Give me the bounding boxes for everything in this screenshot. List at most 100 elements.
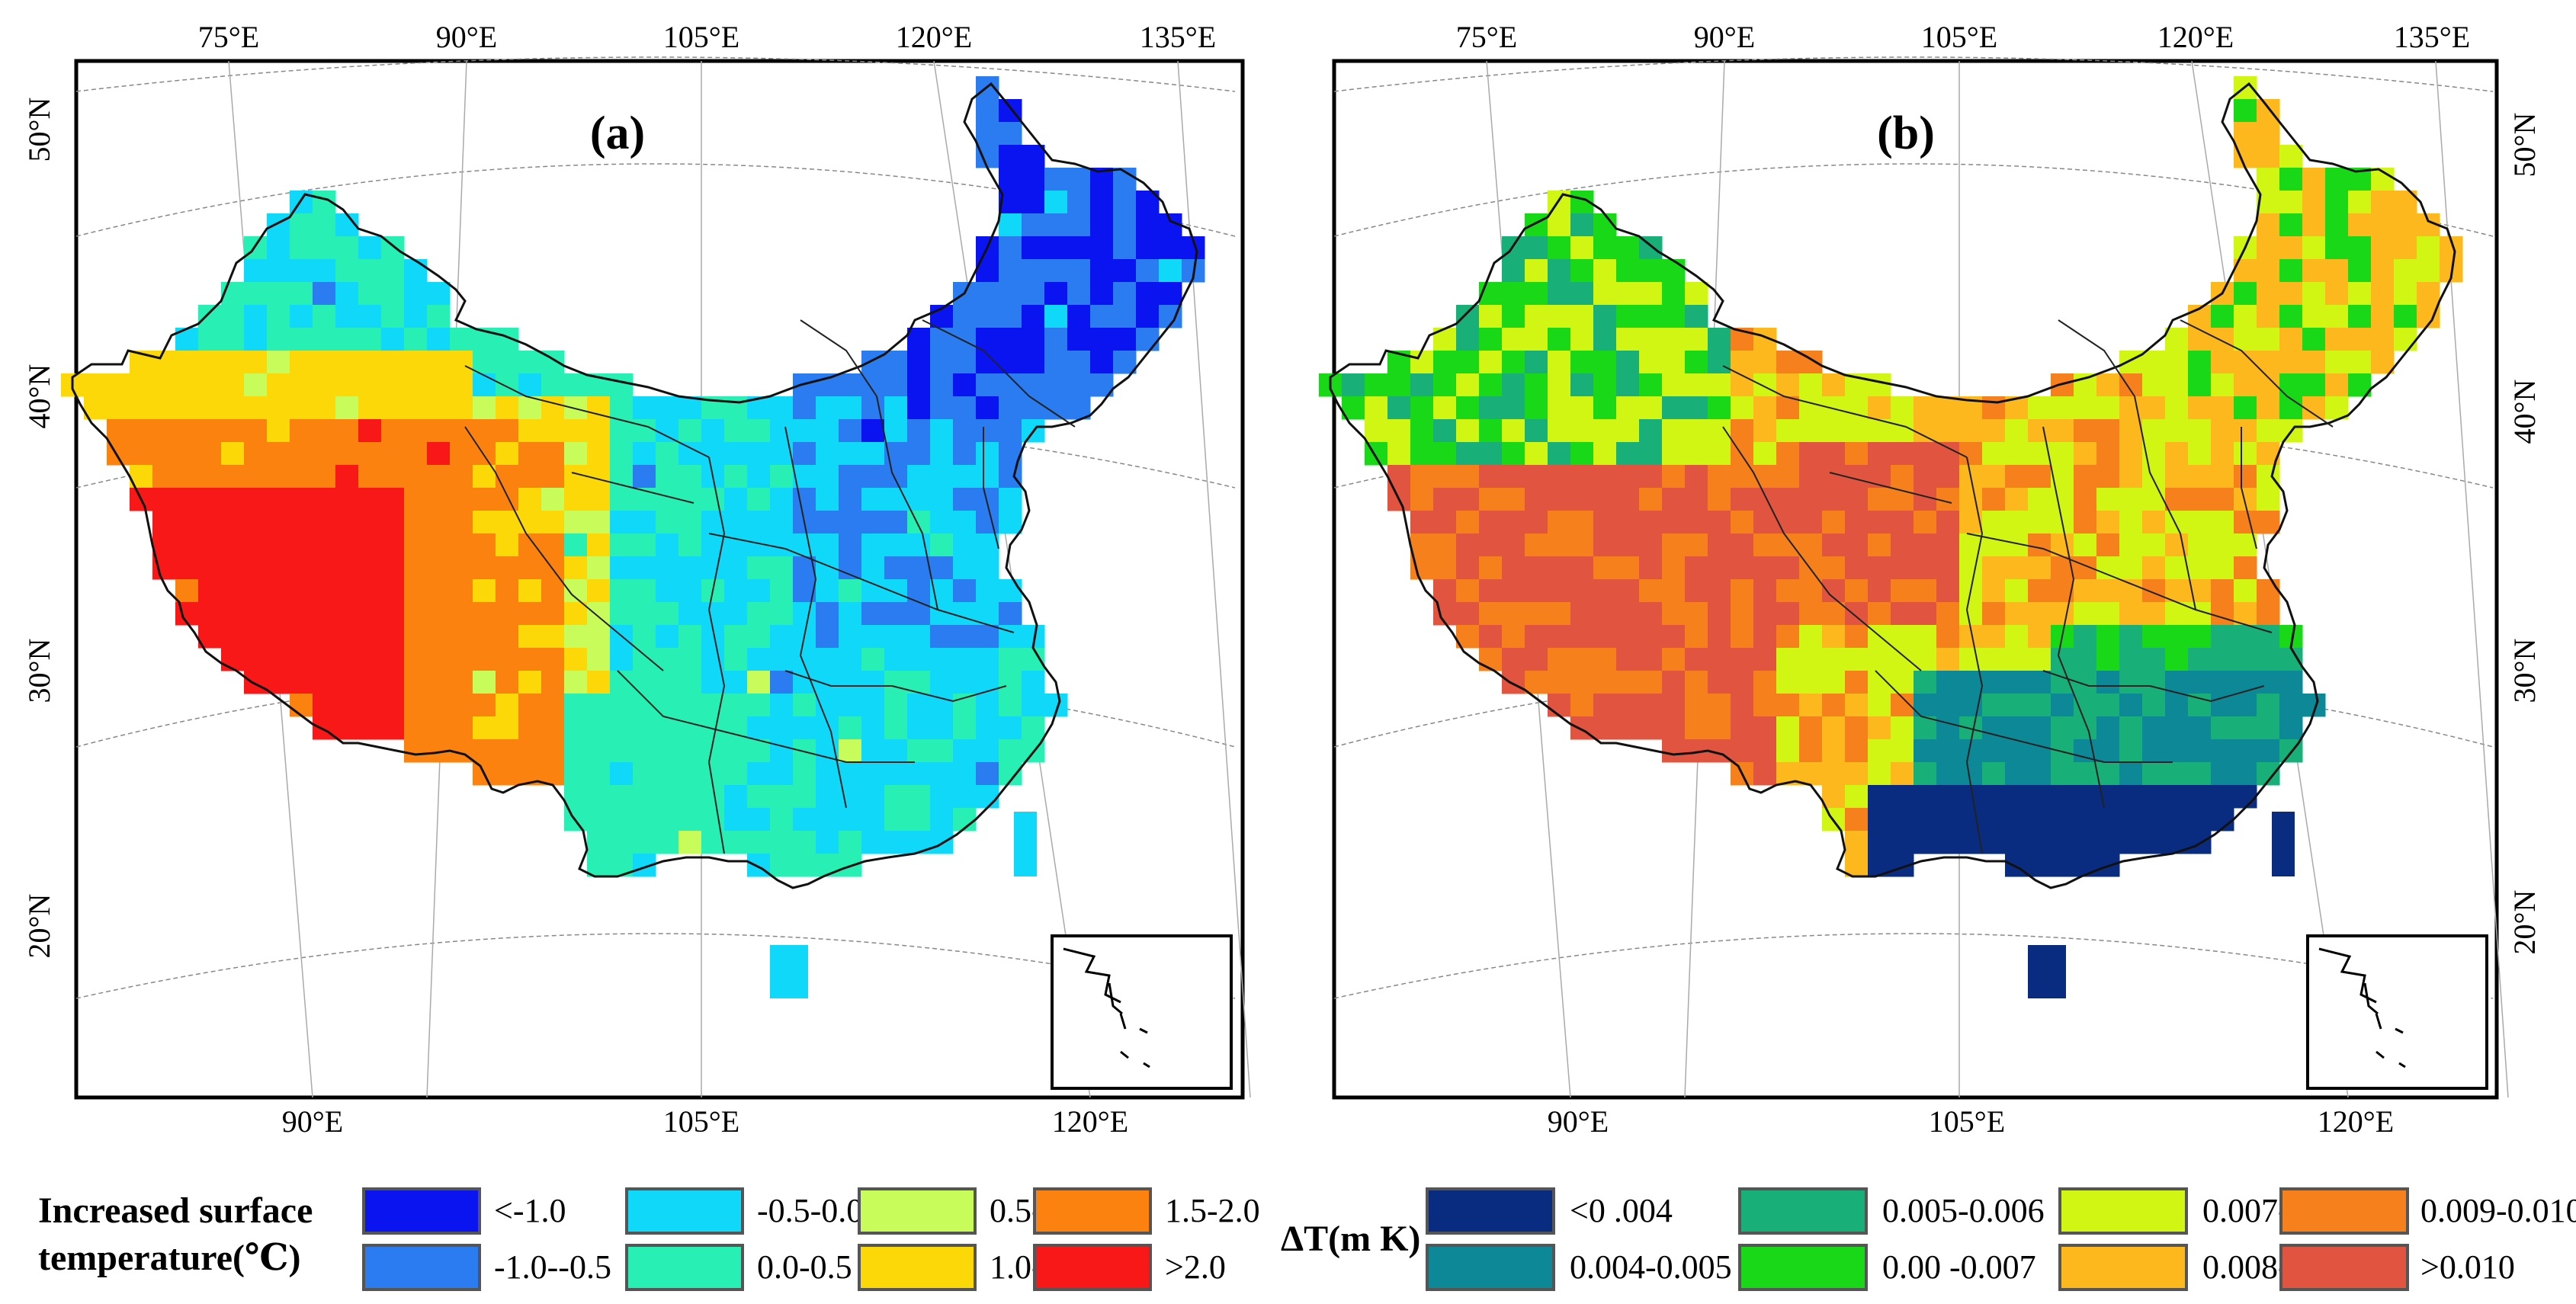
- raster-cell: [930, 694, 954, 717]
- raster-cell: [2279, 305, 2303, 328]
- raster-cell: [1708, 511, 1731, 534]
- raster-cell: [953, 373, 977, 397]
- raster-cell: [427, 328, 451, 351]
- raster-cell: [770, 511, 794, 534]
- raster-cell: [2394, 213, 2417, 237]
- raster-cell: [221, 533, 245, 557]
- raster-cell: [2257, 236, 2280, 260]
- raster-cell: [587, 785, 611, 809]
- raster-cell: [1090, 351, 1114, 374]
- raster-cell: [747, 739, 771, 763]
- raster-cell: [610, 808, 634, 831]
- raster-cell: [701, 716, 725, 740]
- raster-cell: [1891, 556, 1914, 580]
- raster-cell: [1822, 373, 1846, 397]
- raster-cell: [152, 419, 176, 443]
- raster-cell: [2028, 808, 2051, 831]
- raster-cell: [1982, 625, 2006, 649]
- raster-cell: [2234, 739, 2257, 763]
- raster-cell: [381, 511, 405, 534]
- raster-cell: [1753, 488, 1777, 511]
- raster-cell: [793, 785, 816, 809]
- legend-swatch: [1738, 1244, 1868, 1291]
- raster-cell: [1502, 533, 1525, 557]
- raster-cell: [1914, 488, 1937, 511]
- raster-cell: [2165, 556, 2189, 580]
- raster-cell: [724, 465, 748, 489]
- raster-cell: [335, 533, 359, 557]
- raster-cell: [290, 396, 313, 420]
- raster-cell: [1525, 236, 1548, 260]
- raster-cell: [244, 328, 268, 351]
- raster-cell: [724, 602, 748, 626]
- raster-cell: [2028, 739, 2051, 763]
- raster-cell: [884, 396, 908, 420]
- raster-cell: [861, 602, 885, 626]
- raster-cell: [1502, 556, 1525, 580]
- raster-cell: [1776, 579, 1800, 603]
- raster-cell: [999, 122, 1022, 146]
- raster-cell: [1548, 648, 1571, 671]
- raster-cell: [2394, 236, 2417, 260]
- raster-cell: [2165, 762, 2189, 786]
- raster-cell: [816, 854, 839, 877]
- raster-cell: [884, 511, 908, 534]
- raster-cell: [2005, 808, 2029, 831]
- raster-cell: [2325, 351, 2349, 374]
- raster-cell: [1936, 785, 1960, 809]
- raster-cell: [496, 739, 519, 763]
- raster-cell: [2074, 785, 2097, 809]
- raster-cell: [404, 259, 428, 283]
- raster-cell: [381, 373, 405, 397]
- raster-cell: [427, 694, 451, 717]
- raster-cell: [221, 419, 245, 443]
- raster-cell: [999, 419, 1022, 443]
- raster-cell: [1868, 831, 1891, 854]
- raster-cell: [1914, 556, 1937, 580]
- raster-cell: [1799, 762, 1823, 786]
- raster-cell: [1479, 556, 1503, 580]
- raster-cell: [267, 511, 290, 534]
- raster-cell: [450, 694, 473, 717]
- raster-cell: [587, 808, 611, 831]
- raster-cell: [907, 716, 931, 740]
- raster-cell: [381, 716, 405, 740]
- raster-cell: [1959, 716, 1983, 740]
- raster-cell: [473, 625, 496, 649]
- raster-cell: [1456, 556, 1480, 580]
- raster-cell: [1799, 396, 1823, 420]
- raster-cell: [1387, 419, 1411, 443]
- raster-cell: [1593, 351, 1617, 374]
- raster-cell: [1136, 213, 1160, 237]
- raster-cell: [999, 328, 1022, 351]
- raster-cell: [1776, 442, 1800, 466]
- raster-cell: [2188, 373, 2212, 397]
- raster-cell: [2188, 511, 2212, 534]
- raster-cell: [2165, 785, 2189, 809]
- raster-cell: [1662, 716, 1686, 740]
- raster-cell: [473, 442, 496, 466]
- raster-cell: [244, 396, 268, 420]
- raster-cell: [2257, 511, 2280, 534]
- raster-cell: [2279, 694, 2303, 717]
- raster-cell: [221, 328, 245, 351]
- raster-cell: [2119, 465, 2143, 489]
- raster-cell: [335, 556, 359, 580]
- raster-cell: [1708, 328, 1731, 351]
- raster-cell: [2234, 625, 2257, 649]
- raster-cell: [999, 282, 1022, 306]
- raster-cell: [1891, 716, 1914, 740]
- raster-cell: [1044, 213, 1068, 237]
- raster-cell: [2325, 305, 2349, 328]
- raster-cell: [152, 442, 176, 466]
- hainan-island: [2028, 945, 2066, 998]
- raster-cell: [1799, 694, 1823, 717]
- raster-cell: [2028, 511, 2051, 534]
- raster-cell: [496, 602, 519, 626]
- raster-cell: [2348, 191, 2372, 214]
- raster-cell: [2371, 351, 2395, 374]
- raster-cell: [839, 419, 862, 443]
- raster-cell: [1502, 488, 1525, 511]
- raster-cell: [541, 373, 565, 397]
- raster-cell: [861, 419, 885, 443]
